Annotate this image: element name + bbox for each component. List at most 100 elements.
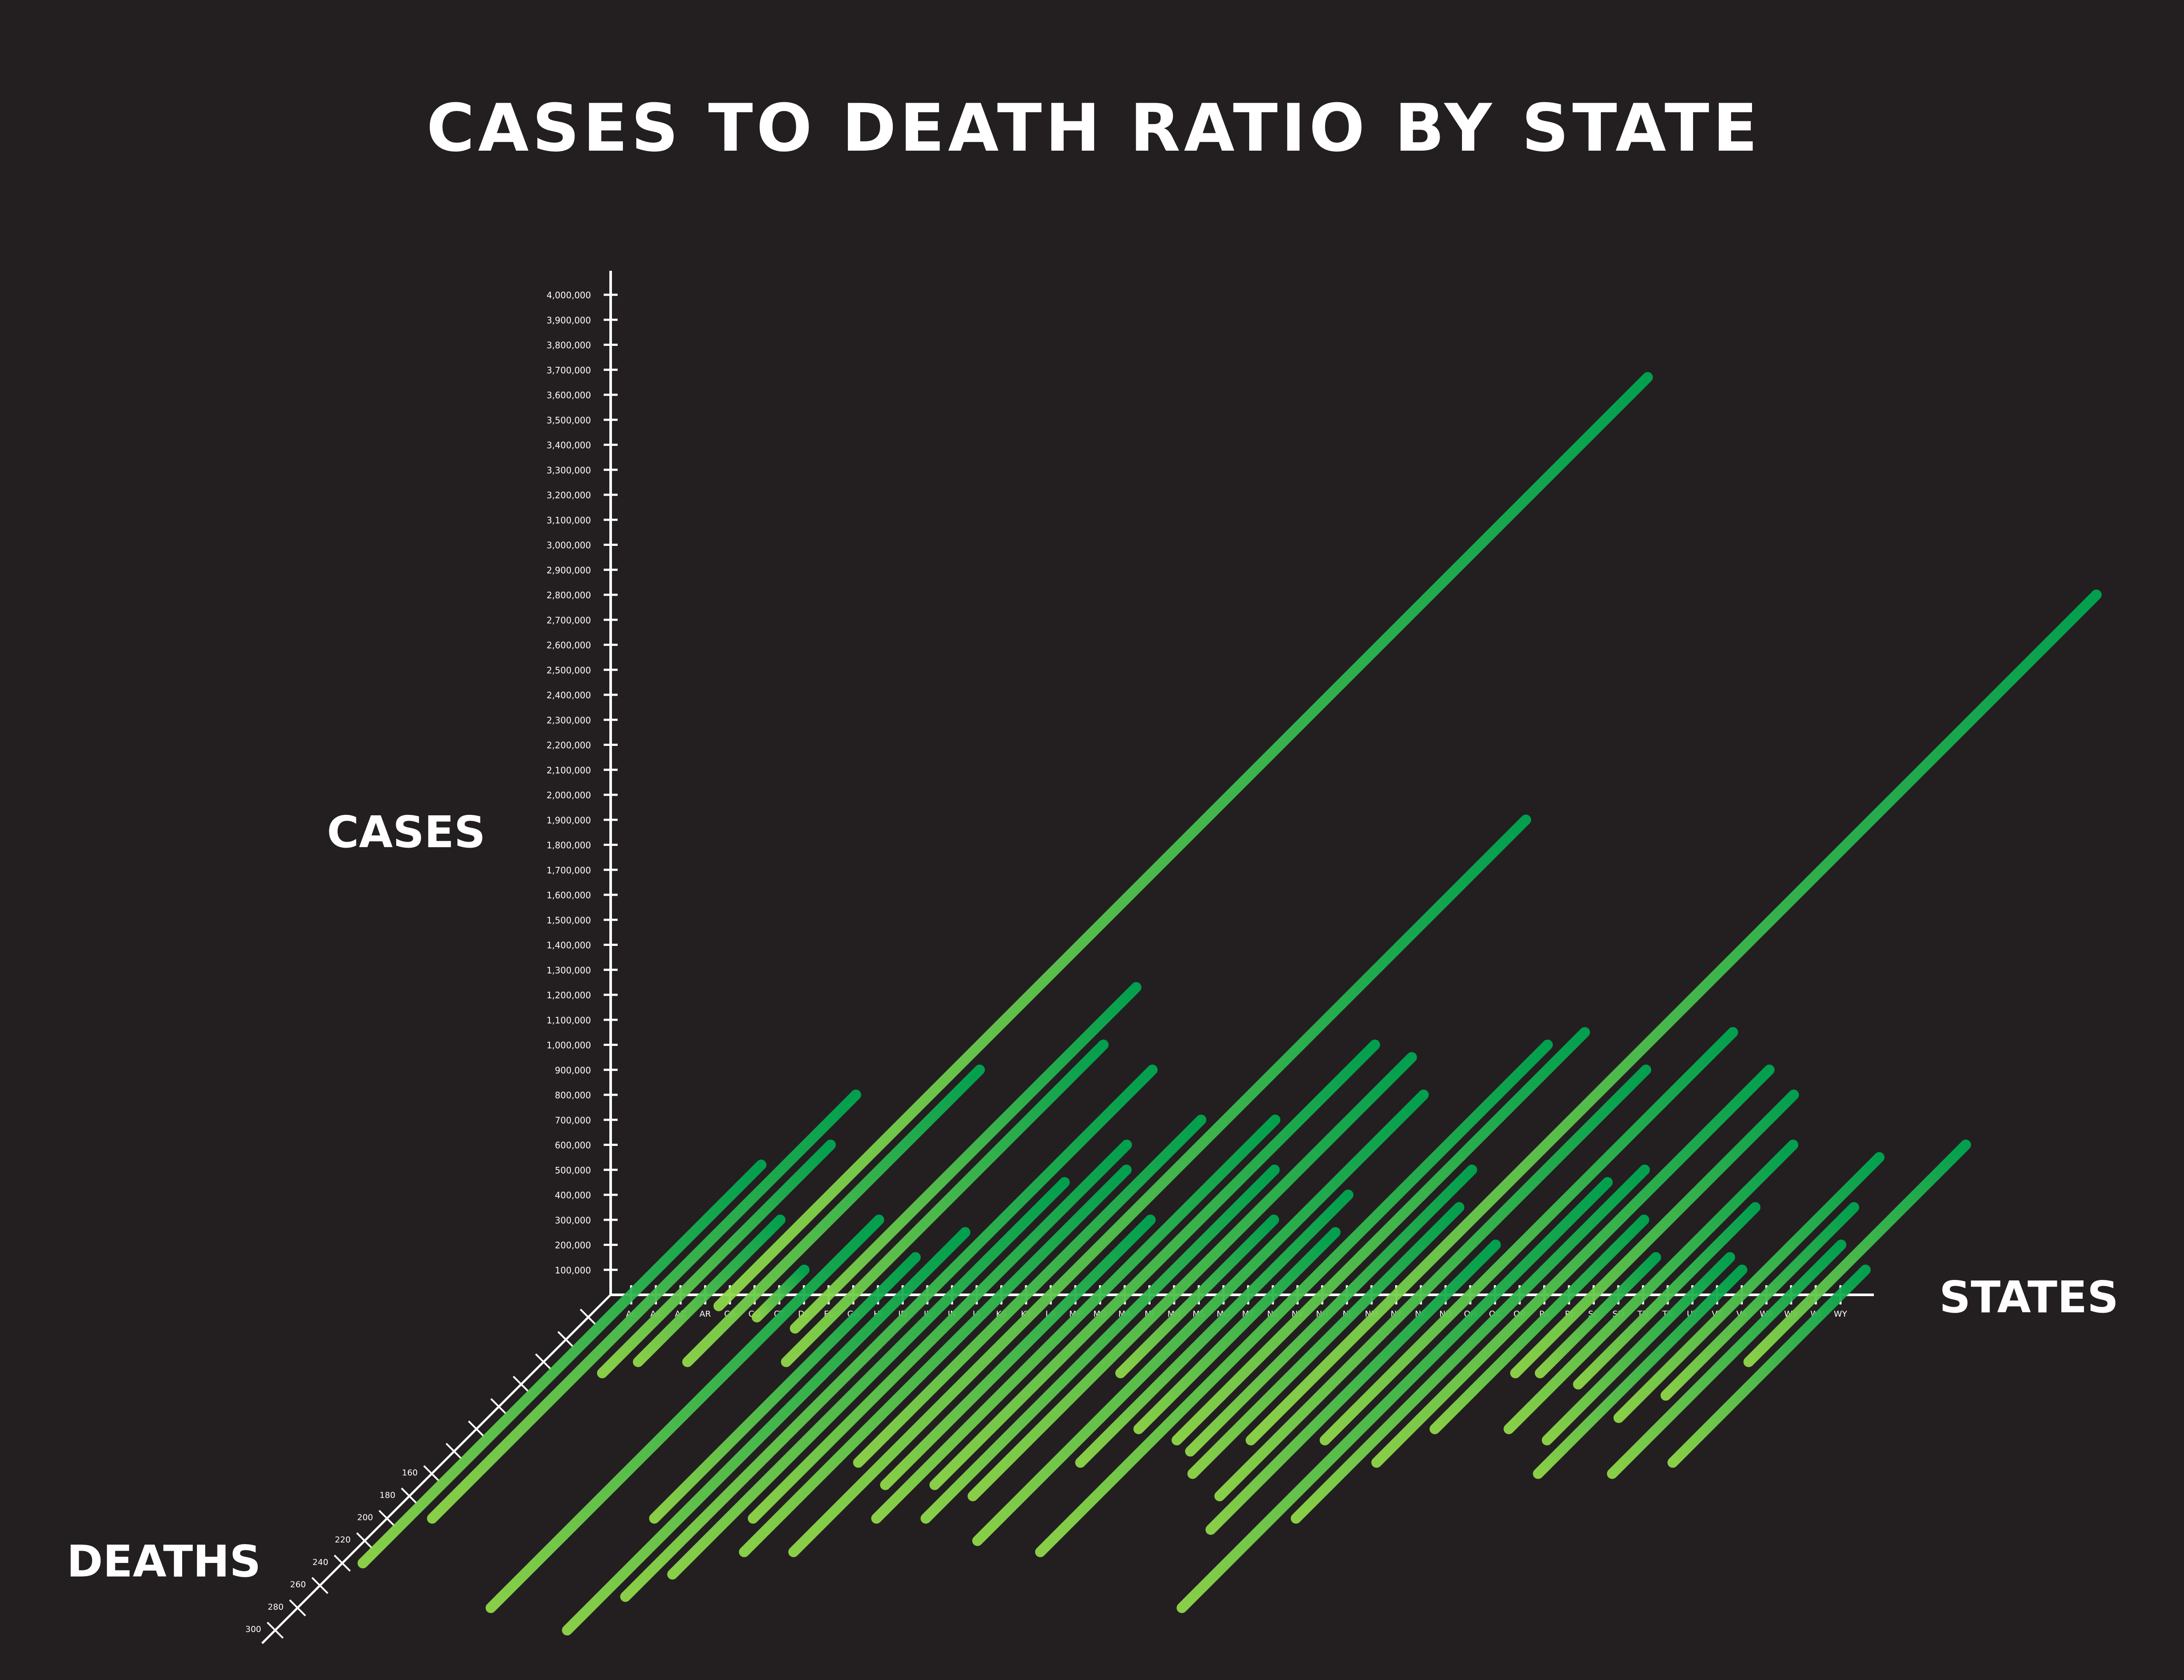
series-line-ma	[929, 1039, 1380, 1490]
series-line-mt	[1075, 1190, 1354, 1468]
series-line-tx	[1573, 1202, 1761, 1390]
series-line-nc	[1214, 1064, 1652, 1501]
z-tick	[535, 1353, 552, 1371]
z-tick	[446, 1442, 463, 1460]
z-tick-label: 240	[312, 1557, 328, 1567]
series-line-or	[1291, 1164, 1650, 1524]
y-tick-label: 3,100,000	[546, 515, 591, 525]
series-line-de	[485, 1214, 885, 1613]
z-tick	[580, 1308, 597, 1326]
y-tick-label: 2,100,000	[546, 765, 591, 776]
series-line-ut	[1541, 1252, 1735, 1445]
y-tick-label: 1,700,000	[546, 865, 591, 876]
series-line-md	[871, 1114, 1281, 1524]
y-tick-label: 400,000	[555, 1190, 591, 1200]
series-line-tn	[1503, 1139, 1798, 1435]
series-line-ok	[1176, 1177, 1613, 1613]
y-tick-label: 3,500,000	[546, 415, 591, 425]
y-tick-label: 1,900,000	[546, 815, 591, 825]
series-line-ne	[1133, 1227, 1341, 1435]
y-tick-label: 3,000,000	[546, 540, 591, 551]
series-line-sd	[1534, 1252, 1661, 1379]
series-line-al	[357, 1159, 767, 1569]
z-tick	[423, 1465, 440, 1483]
z-tick	[289, 1599, 306, 1617]
series-line-nj	[1185, 1164, 1477, 1457]
z-tick-label: 220	[335, 1535, 351, 1545]
y-tick-label: 3,400,000	[546, 440, 591, 451]
series-line-wv	[1607, 1239, 1846, 1479]
y-tick-label: 300,000	[555, 1215, 591, 1225]
series-line-va	[1613, 1152, 1885, 1423]
series-line-la	[788, 814, 1531, 1557]
z-tick	[468, 1420, 485, 1438]
y-axis-title: CASES	[327, 807, 485, 858]
y-tick-label: 2,000,000	[546, 790, 591, 800]
series-line-ca	[713, 372, 1653, 1311]
y-tick-label: 700,000	[555, 1115, 591, 1125]
z-tick	[401, 1487, 418, 1505]
y-tick-label: 100,000	[555, 1265, 591, 1276]
z-tick	[378, 1510, 396, 1527]
series-line-hi	[649, 1252, 921, 1524]
y-tick-label: 1,100,000	[546, 1015, 591, 1025]
series-line-fl	[790, 982, 1142, 1334]
series-line-ia	[748, 1139, 1132, 1524]
y-tick-label: 4,000,000	[546, 290, 591, 300]
y-tick-label: 2,900,000	[546, 565, 591, 576]
z-tick	[356, 1532, 373, 1549]
z-tick-label: 160	[402, 1468, 418, 1478]
y-tick-label: 500,000	[555, 1165, 591, 1176]
y-tick-label: 2,600,000	[546, 640, 591, 651]
series-line-il	[620, 1064, 1158, 1602]
x-axis-title: STATES	[1939, 1272, 2119, 1323]
y-tick-label: 3,300,000	[546, 465, 591, 476]
z-tick-label: 260	[290, 1580, 306, 1590]
y-tick-label: 3,900,000	[546, 315, 591, 325]
z-axis-title: DEATHS	[67, 1536, 261, 1587]
z-tick	[334, 1554, 351, 1572]
series-line-ky	[853, 1114, 1206, 1468]
y-tick-label: 3,700,000	[546, 365, 591, 376]
z-tick-label: 180	[380, 1490, 395, 1500]
series-line-mn	[968, 1052, 1417, 1501]
series-line-nh	[1171, 1027, 1590, 1445]
y-tick-label: 1,300,000	[546, 965, 591, 976]
series-line-me	[880, 1214, 1156, 1490]
series-line-wi	[1743, 1139, 1971, 1367]
y-tick-label: 1,800,000	[546, 840, 591, 851]
z-tick	[557, 1331, 575, 1348]
y-tick-label: 2,300,000	[546, 715, 591, 725]
series-line-wa	[1660, 1202, 1859, 1401]
series-line-ri	[1429, 1214, 1649, 1435]
z-tick	[311, 1577, 328, 1594]
y-tick-label: 3,600,000	[546, 390, 591, 400]
y-tick-label: 3,200,000	[546, 490, 591, 500]
z-tick	[490, 1398, 508, 1415]
series-line-az	[597, 1139, 836, 1379]
y-tick-label: 1,400,000	[546, 940, 591, 951]
series-line-oh	[1320, 1027, 1738, 1445]
y-tick-label: 2,700,000	[546, 615, 591, 625]
chart-title: CASES TO DEATH RATIO BY STATE	[426, 90, 1761, 166]
y-tick-label: 200,000	[555, 1240, 591, 1251]
y-tick-label: 600,000	[555, 1140, 591, 1151]
series-line-mo	[972, 1090, 1429, 1546]
series-line-co	[682, 1064, 985, 1367]
y-tick-label: 1,000,000	[546, 1040, 591, 1051]
y-tick-label: 1,500,000	[546, 915, 591, 925]
y-tick-label: 2,200,000	[546, 740, 591, 751]
y-tick-label: 2,800,000	[546, 590, 591, 600]
x-tick-label: AR	[699, 1309, 711, 1319]
series-line-mi	[920, 1164, 1280, 1524]
z-tick-label: 300	[245, 1625, 261, 1634]
z-tick	[512, 1376, 530, 1393]
series-line-ny	[1245, 590, 2102, 1445]
series-line-id	[562, 1227, 971, 1635]
y-tick-label: 1,600,000	[546, 890, 591, 900]
series-line-ct	[751, 1264, 810, 1323]
y-tick-label: 3,800,000	[546, 340, 591, 351]
series-line-ga	[781, 1039, 1109, 1367]
series-line-ak	[427, 1090, 861, 1524]
